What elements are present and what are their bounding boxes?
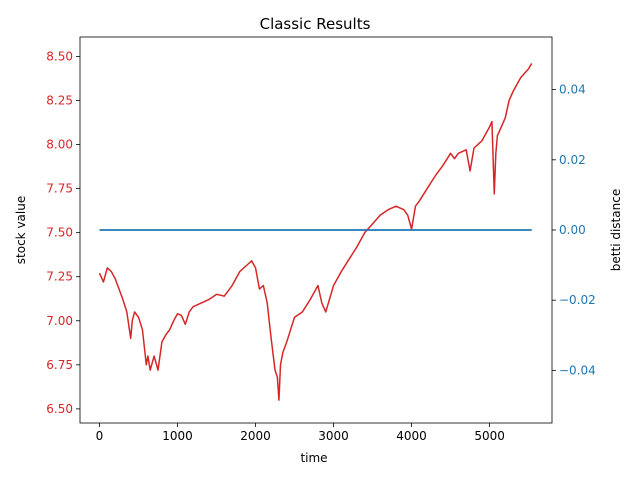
x-tick-label: 2000 — [240, 429, 271, 443]
right-y-axis-label: betti distance — [609, 189, 623, 271]
left-y-tick-label: 7.00 — [46, 314, 73, 328]
left-y-tick-label: 7.50 — [46, 226, 73, 240]
x-tick-label: 3000 — [318, 429, 349, 443]
x-axis-ticks: 0 1000 2000 3000 4000 5000 — [96, 423, 505, 443]
left-y-tick-label: 8.50 — [46, 49, 73, 63]
stock-value-line — [98, 63, 533, 401]
x-tick-label: 1000 — [162, 429, 193, 443]
x-tick-label: 0 — [96, 429, 104, 443]
left-y-tick-label: 7.25 — [46, 270, 73, 284]
left-y-tick-label: 8.25 — [46, 93, 73, 107]
left-y-axis-ticks: 6.50 6.75 7.00 7.25 7.50 7.75 8.00 8.25 8.50 — [46, 49, 80, 416]
right-y-tick-label: 0.04 — [559, 83, 586, 97]
left-y-tick-label: 6.75 — [46, 358, 73, 372]
x-tick-label: 4000 — [396, 429, 427, 443]
chart-title: Classic Results — [260, 15, 371, 33]
left-y-tick-label: 7.75 — [46, 182, 73, 196]
left-y-tick-label: 8.00 — [46, 138, 73, 152]
right-y-tick-label: −0.02 — [559, 293, 596, 307]
left-y-axis-label: stock value — [14, 196, 28, 264]
right-y-tick-label: 0.02 — [559, 153, 586, 167]
plot-frame — [79, 36, 553, 424]
right-y-tick-label: 0.00 — [559, 223, 586, 237]
plot-content — [98, 63, 533, 401]
right-y-tick-label: −0.04 — [559, 363, 596, 377]
x-axis-label: time — [300, 451, 327, 465]
left-y-tick-label: 6.50 — [46, 402, 73, 416]
x-tick-label: 5000 — [474, 429, 505, 443]
right-y-axis-ticks: −0.04 −0.02 0.00 0.02 0.04 — [552, 83, 596, 377]
